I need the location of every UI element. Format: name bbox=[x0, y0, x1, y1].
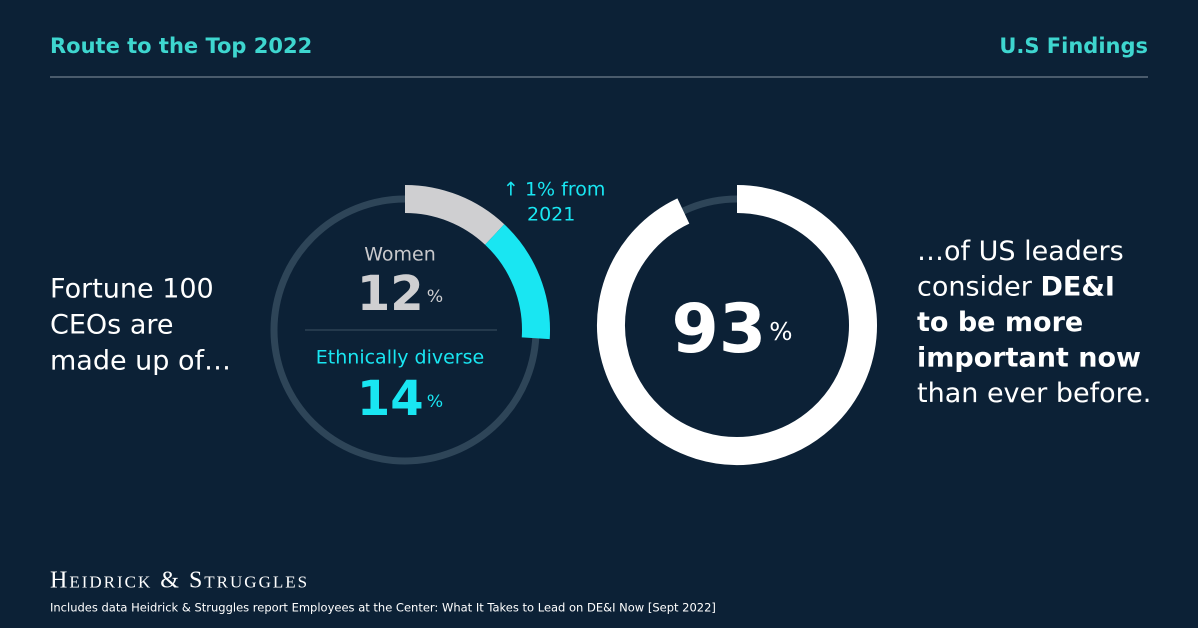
statement-run: DE&I bbox=[1040, 271, 1114, 302]
statement-line: consider DE&I bbox=[917, 271, 1115, 302]
segment-name: Women bbox=[364, 244, 436, 266]
statement-run: than ever before. bbox=[917, 378, 1151, 409]
title: Route to the Top 2022 bbox=[50, 34, 312, 58]
intro-line: CEOs are bbox=[50, 310, 173, 341]
value-unit: % bbox=[427, 392, 443, 412]
brand: Heidrick & Struggles bbox=[50, 568, 309, 594]
statement-line: to be more bbox=[917, 307, 1083, 338]
statement-line: …of US leaders bbox=[917, 236, 1124, 267]
value-unit: % bbox=[769, 317, 792, 346]
intro-line: Fortune 100 bbox=[50, 274, 214, 305]
value-number: 12 bbox=[357, 266, 424, 322]
segment-value: 12% bbox=[357, 266, 443, 322]
donut-segment bbox=[404, 185, 505, 245]
statement-line: important now bbox=[917, 342, 1141, 373]
intro-line: made up of… bbox=[50, 346, 231, 377]
statement-run: important now bbox=[917, 342, 1141, 373]
statement-run: …of US leaders bbox=[917, 236, 1124, 267]
statement-run: to be more bbox=[917, 307, 1083, 338]
subtitle: U.S Findings bbox=[999, 34, 1148, 58]
statement-run: consider bbox=[917, 271, 1040, 302]
footnote: Includes data Heidrick & Struggles repor… bbox=[50, 601, 716, 615]
annotation: ↑ 1% from bbox=[503, 179, 605, 201]
segment-value: 14% bbox=[357, 371, 443, 427]
value-number: 14 bbox=[357, 371, 424, 427]
value-unit: % bbox=[427, 287, 443, 307]
statement-line: than ever before. bbox=[917, 378, 1151, 409]
donut-segment bbox=[597, 185, 877, 465]
value-number: 93 bbox=[672, 290, 767, 369]
segment-name: Ethnically diverse bbox=[316, 347, 484, 369]
annotation: 2021 bbox=[527, 204, 575, 226]
donut-segment bbox=[484, 224, 550, 340]
segment-value: 93% bbox=[672, 290, 793, 369]
